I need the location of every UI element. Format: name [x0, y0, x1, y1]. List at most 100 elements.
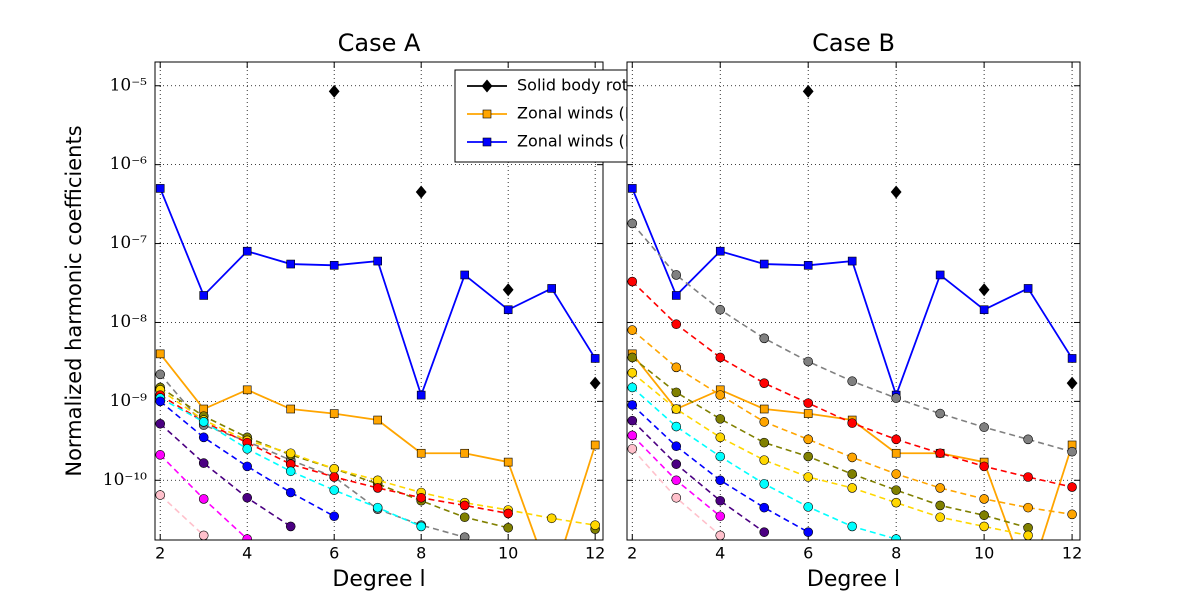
marker: [155, 184, 165, 193]
marker: [1067, 482, 1077, 492]
marker: [198, 458, 209, 468]
marker: [286, 404, 296, 414]
marker: [1066, 376, 1078, 390]
marker: [802, 84, 814, 98]
plot-content: [627, 84, 1078, 540]
legend-marker: [481, 79, 493, 93]
marker: [329, 409, 339, 418]
marker: [671, 459, 682, 469]
marker: [627, 352, 638, 363]
marker: [503, 305, 513, 315]
marker: [978, 283, 990, 297]
marker: [935, 483, 945, 493]
marker: [589, 376, 601, 390]
marker: [372, 483, 383, 493]
marker: [715, 390, 726, 400]
y-tick-label: 10⁻¹⁰: [103, 470, 147, 490]
marker: [329, 511, 340, 522]
marker: [242, 461, 253, 472]
y-tick-label: 10⁻⁸: [110, 312, 148, 332]
marker: [590, 354, 600, 363]
marker: [329, 472, 340, 482]
marker: [503, 508, 513, 519]
series-line: [159, 423, 292, 528]
marker: [935, 512, 945, 523]
marker: [460, 270, 469, 280]
x-tick-label: 8: [891, 544, 901, 563]
marker: [979, 422, 989, 433]
marker: [416, 448, 426, 458]
x-tick-label: 10: [498, 544, 518, 563]
marker: [803, 398, 814, 408]
marker: [415, 185, 427, 199]
marker: [671, 441, 682, 452]
marker: [671, 270, 682, 280]
marker: [627, 368, 638, 378]
marker: [715, 451, 726, 462]
marker: [242, 246, 252, 256]
axes-frame: [626, 61, 1081, 541]
marker: [715, 352, 726, 363]
marker: [627, 382, 638, 393]
marker: [671, 404, 682, 414]
y-axis-label: Normalized harmonic coefficients: [62, 125, 86, 476]
x-tick-label: 12: [1062, 544, 1082, 563]
x-tick-label: 4: [715, 544, 725, 563]
marker: [627, 184, 637, 193]
marker: [373, 256, 382, 266]
marker: [847, 418, 857, 428]
marker: [329, 463, 340, 474]
marker: [979, 305, 989, 315]
marker: [1023, 434, 1033, 445]
x-tick-label: 2: [155, 544, 165, 563]
marker: [671, 319, 682, 330]
marker: [979, 510, 989, 521]
marker: [847, 469, 857, 479]
plot-content: [155, 84, 601, 587]
marker: [155, 369, 166, 380]
marker: [416, 521, 426, 532]
x-tick-label: 4: [242, 544, 252, 563]
marker: [416, 390, 426, 400]
marker: [459, 532, 470, 540]
marker: [935, 408, 945, 419]
marker: [671, 421, 682, 432]
marker: [715, 511, 726, 522]
y-tick-label: 10⁻⁹: [110, 391, 148, 411]
marker: [671, 362, 682, 373]
marker: [372, 502, 383, 513]
marker: [891, 393, 901, 403]
marker: [242, 534, 253, 540]
marker: [546, 513, 557, 524]
marker: [803, 472, 814, 482]
marker: [627, 218, 638, 229]
chart-title: Case B: [812, 29, 895, 57]
marker: [847, 452, 857, 463]
marker: [627, 415, 638, 426]
marker: [198, 530, 209, 540]
marker: [1067, 509, 1077, 520]
marker: [979, 521, 989, 532]
marker: [155, 418, 166, 429]
y-tick-label: 10⁻⁵: [110, 75, 148, 95]
marker: [715, 304, 726, 315]
marker: [627, 325, 638, 335]
marker: [759, 333, 770, 344]
marker: [979, 461, 989, 472]
marker: [503, 457, 513, 467]
series-line: [631, 356, 1029, 529]
marker: [548, 579, 556, 587]
marker: [285, 487, 296, 498]
x-axis-label: Degree l: [332, 567, 425, 592]
marker: [460, 448, 469, 458]
marker: [715, 475, 726, 486]
marker: [803, 502, 814, 512]
marker: [847, 376, 857, 387]
marker: [1067, 446, 1077, 457]
marker: [459, 500, 470, 511]
marker: [803, 261, 813, 270]
marker: [671, 387, 682, 398]
marker: [1023, 530, 1033, 540]
marker: [847, 256, 857, 266]
marker: [242, 385, 252, 395]
